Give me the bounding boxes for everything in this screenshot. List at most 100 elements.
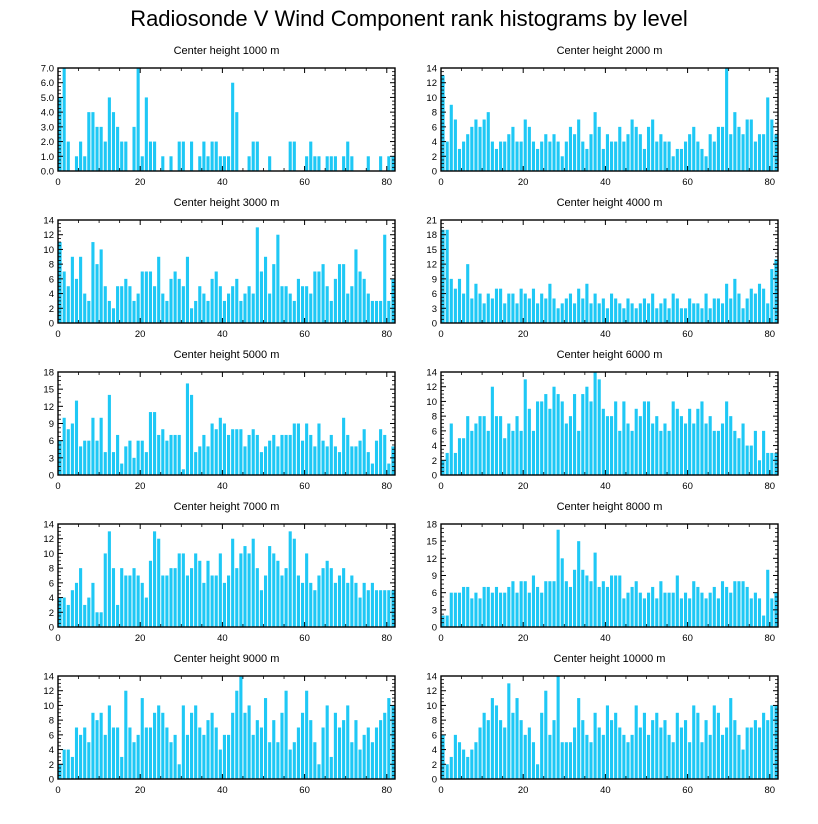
histogram-bar [531,742,536,779]
histogram-bar [696,408,700,475]
histogram-bar [601,408,605,475]
histogram-bar [741,581,745,627]
histogram-bar [370,463,374,475]
histogram-bar [663,298,667,323]
y-tick-label: 0 [49,471,54,482]
histogram-bar [622,308,626,323]
histogram-bar [296,278,300,323]
y-tick-label: 0.0 [41,167,54,178]
y-tick-label: 14 [426,64,437,75]
histogram-bar [737,438,741,475]
histogram-bar [638,303,642,323]
histogram-bar [515,698,519,779]
histogram-bar [700,401,704,475]
x-tick-label: 60 [299,177,310,188]
histogram-bar [194,300,198,323]
histogram-bar [161,293,165,323]
histogram-bar [66,604,70,627]
histogram-bar [358,440,362,475]
y-tick-label: 18 [426,520,437,531]
histogram-bar [231,538,235,627]
histogram-bar [515,416,519,475]
histogram-bar [523,734,527,779]
histogram-bar [202,293,206,323]
histogram-bar [383,590,387,627]
histogram-bar [177,278,181,323]
histogram-bar [370,300,374,323]
histogram-bar [358,749,362,779]
histogram-bar [190,394,194,475]
histogram-bar [280,434,284,475]
histogram-chart: 0 2 4 6 8 10 12 14 0 20 40 60 80 [426,672,779,796]
x-tick-label: 20 [518,329,529,340]
histogram-bar [474,742,478,779]
histogram-bar [733,430,737,475]
histogram-bar [614,141,618,171]
histogram-bar [346,434,350,475]
histogram-bar [153,712,157,779]
histogram-bar [457,438,462,475]
histogram-bar [708,734,712,779]
histogram-bar [374,727,379,779]
y-tick-label: 8 [432,412,437,423]
histogram-bar [696,303,700,323]
histogram-bar [95,264,99,323]
histogram-bar [210,141,214,171]
histogram-bar [387,300,391,323]
histogram-bar [194,452,198,475]
histogram-bar [712,430,716,475]
histogram-bar [387,463,391,475]
y-tick-label: 6 [432,289,437,300]
histogram-bar [556,529,560,627]
x-tick-label: 40 [600,785,611,796]
histogram-bar [255,568,259,627]
histogram-bar [169,568,173,627]
histogram-bar [462,293,466,323]
histogram-bar [679,416,683,475]
histogram-panel: Center height 4000 m 0 3 6 9 12 15 18 21 0 20 40 60 8… [391,197,788,353]
histogram-chart: 0.0 1.0 2.0 3.0 4.0 5.0 6.0 7.0 0 20 40 60 80 [41,64,396,188]
histogram-bar [370,582,374,627]
histogram-bar [474,423,478,475]
x-tick-label: 0 [438,633,443,644]
histogram-bar [132,568,136,627]
histogram-bar [227,734,231,779]
histogram-bar [651,423,655,475]
histogram-bar [263,446,268,475]
histogram-bar [618,126,622,171]
y-tick-label: 12 [426,78,437,89]
histogram-bar [712,586,716,627]
histogram-bar [62,271,66,323]
histogram-bar [614,298,618,323]
y-tick-label: 10 [43,701,54,712]
y-tick-label: 18 [43,368,54,379]
histogram-bar [531,288,536,323]
histogram-bar [263,575,268,627]
histogram-bar [354,582,358,627]
histogram-bar [370,742,374,779]
histogram-bar [753,293,757,323]
histogram-bar [62,68,66,171]
histogram-bar [581,720,585,779]
histogram-bar [646,734,651,779]
x-tick-label: 40 [217,329,228,340]
histogram-bar [762,615,766,627]
y-tick-label: 0 [432,167,437,178]
histogram-bar [441,615,445,627]
histogram-bar [268,440,272,475]
histogram-bar [157,434,161,475]
histogram-bar [601,148,605,171]
histogram-bar [642,298,646,323]
histogram-bar [161,712,165,779]
x-tick-label: 20 [518,785,529,796]
histogram-bar [202,141,206,171]
y-tick-label: 10 [426,701,437,712]
histogram-bar [366,727,370,779]
histogram-bar [749,119,753,171]
histogram-bar [762,712,766,779]
histogram-bar [585,386,589,475]
histogram-bar [634,581,638,627]
histogram-bar [210,423,214,475]
histogram-panel: Center height 8000 m 0 3 6 9 12 15 18 0 20 40 60 80 [391,501,788,657]
histogram-bar [284,434,288,475]
